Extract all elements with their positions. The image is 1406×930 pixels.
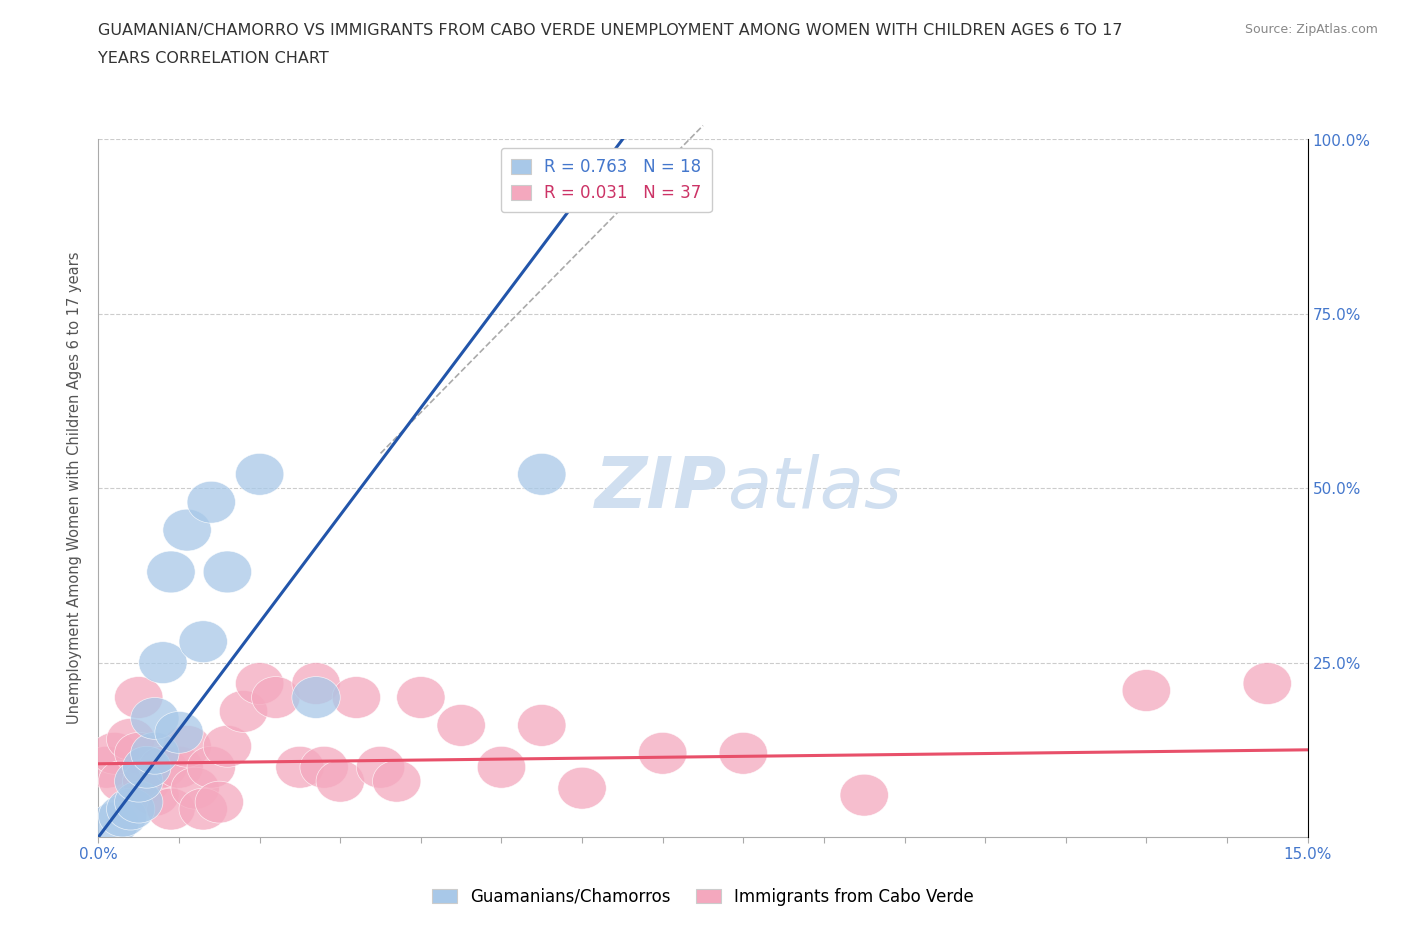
Ellipse shape (131, 774, 179, 817)
Ellipse shape (139, 642, 187, 684)
Ellipse shape (163, 510, 211, 551)
Ellipse shape (204, 725, 252, 767)
Legend: Guamanians/Chamorros, Immigrants from Cabo Verde: Guamanians/Chamorros, Immigrants from Ca… (426, 881, 980, 912)
Text: atlas: atlas (727, 454, 901, 523)
Text: YEARS CORRELATION CHART: YEARS CORRELATION CHART (98, 51, 329, 66)
Ellipse shape (356, 746, 405, 789)
Ellipse shape (187, 482, 235, 524)
Ellipse shape (131, 698, 179, 739)
Ellipse shape (155, 746, 204, 789)
Ellipse shape (252, 677, 299, 718)
Ellipse shape (139, 746, 187, 789)
Ellipse shape (146, 789, 195, 830)
Ellipse shape (517, 705, 567, 746)
Ellipse shape (396, 677, 446, 718)
Ellipse shape (276, 746, 325, 789)
Ellipse shape (146, 551, 195, 593)
Ellipse shape (172, 767, 219, 809)
Ellipse shape (517, 454, 567, 496)
Y-axis label: Unemployment Among Women with Children Ages 6 to 17 years: Unemployment Among Women with Children A… (67, 252, 83, 724)
Ellipse shape (558, 767, 606, 809)
Ellipse shape (316, 761, 364, 802)
Ellipse shape (107, 789, 155, 830)
Ellipse shape (477, 746, 526, 789)
Legend: R = 0.763   N = 18, R = 0.031   N = 37: R = 0.763 N = 18, R = 0.031 N = 37 (501, 148, 711, 212)
Ellipse shape (114, 781, 163, 823)
Ellipse shape (718, 733, 768, 774)
Ellipse shape (122, 761, 172, 802)
Ellipse shape (332, 677, 381, 718)
Ellipse shape (437, 705, 485, 746)
Ellipse shape (299, 746, 349, 789)
Ellipse shape (131, 733, 179, 774)
Ellipse shape (235, 663, 284, 705)
Text: Source: ZipAtlas.com: Source: ZipAtlas.com (1244, 23, 1378, 36)
Ellipse shape (219, 690, 267, 733)
Ellipse shape (1122, 670, 1171, 711)
Ellipse shape (114, 761, 163, 802)
Ellipse shape (373, 761, 420, 802)
Ellipse shape (179, 789, 228, 830)
Ellipse shape (839, 774, 889, 817)
Ellipse shape (179, 621, 228, 662)
Ellipse shape (187, 746, 235, 789)
Ellipse shape (114, 677, 163, 718)
Ellipse shape (98, 795, 146, 837)
Ellipse shape (204, 551, 252, 593)
Ellipse shape (292, 677, 340, 718)
Ellipse shape (1243, 663, 1292, 705)
Ellipse shape (163, 725, 211, 767)
Ellipse shape (98, 761, 146, 802)
Ellipse shape (235, 454, 284, 496)
Ellipse shape (122, 746, 172, 789)
Ellipse shape (638, 733, 688, 774)
Text: GUAMANIAN/CHAMORRO VS IMMIGRANTS FROM CABO VERDE UNEMPLOYMENT AMONG WOMEN WITH C: GUAMANIAN/CHAMORRO VS IMMIGRANTS FROM CA… (98, 23, 1123, 38)
Ellipse shape (114, 733, 163, 774)
Ellipse shape (155, 711, 204, 753)
Ellipse shape (107, 718, 155, 761)
Ellipse shape (292, 663, 340, 705)
Ellipse shape (90, 802, 139, 844)
Ellipse shape (195, 781, 243, 823)
Ellipse shape (90, 733, 139, 774)
Ellipse shape (83, 746, 131, 789)
Text: ZIP: ZIP (595, 454, 727, 523)
